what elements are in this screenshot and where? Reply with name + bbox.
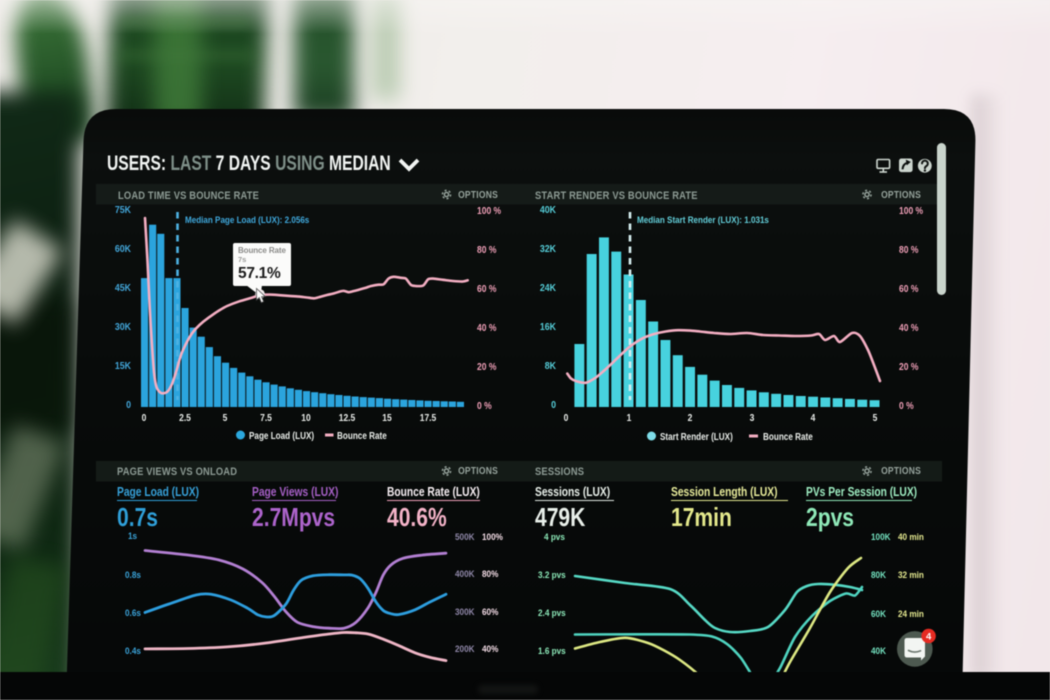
svg-text:4: 4 [926,631,932,642]
